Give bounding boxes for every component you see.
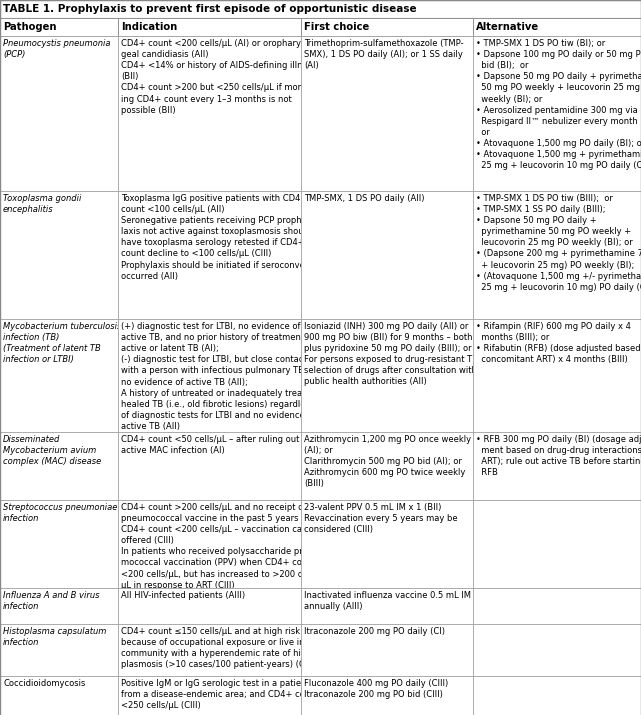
Bar xyxy=(473,432,641,500)
Bar xyxy=(0,0,641,18)
Bar xyxy=(473,624,641,676)
Text: Pneumocystis pneumonia
(PCP): Pneumocystis pneumonia (PCP) xyxy=(3,39,110,59)
Text: Streptococcus pneumoniae
infection: Streptococcus pneumoniae infection xyxy=(3,503,117,523)
Bar xyxy=(0,319,118,432)
Bar xyxy=(0,624,118,676)
Text: Mycobacterium tuberculosis
infection (TB)
(Treatment of latent TB
infection or L: Mycobacterium tuberculosis infection (TB… xyxy=(3,322,121,365)
Text: Trimethoprim-sulfamethoxazole (TMP-
SMX), 1 DS PO daily (AI); or 1 SS daily
(AI): Trimethoprim-sulfamethoxazole (TMP- SMX)… xyxy=(304,39,463,70)
Bar xyxy=(0,432,118,500)
Bar xyxy=(473,676,641,715)
Text: (+) diagnostic test for LTBI, no evidence of
active TB, and no prior history of : (+) diagnostic test for LTBI, no evidenc… xyxy=(121,322,322,431)
Bar xyxy=(301,191,473,319)
Text: Pathogen: Pathogen xyxy=(3,22,56,32)
Text: Alternative: Alternative xyxy=(476,22,539,32)
Bar xyxy=(473,18,641,36)
Text: 23-valent PPV 0.5 mL IM x 1 (BII)
Revaccination every 5 years may be
considered : 23-valent PPV 0.5 mL IM x 1 (BII) Revacc… xyxy=(304,503,458,534)
Text: CD4+ count ≤150 cells/μL and at high risk
because of occupational exposure or li: CD4+ count ≤150 cells/μL and at high ris… xyxy=(121,627,317,669)
Text: Histoplasma capsulatum
infection: Histoplasma capsulatum infection xyxy=(3,627,106,647)
Text: Itraconazole 200 mg PO daily (CI): Itraconazole 200 mg PO daily (CI) xyxy=(304,627,445,636)
Bar xyxy=(118,18,301,36)
Text: • Rifampin (RIF) 600 mg PO daily x 4
  months (BIII); or
• Rifabutin (RFB) (dose: • Rifampin (RIF) 600 mg PO daily x 4 mon… xyxy=(476,322,641,365)
Text: Disseminated
Mycobacterium avium
complex (MAC) disease: Disseminated Mycobacterium avium complex… xyxy=(3,435,101,466)
Text: CD4+ count <50 cells/μL – after ruling out
active MAC infection (AI): CD4+ count <50 cells/μL – after ruling o… xyxy=(121,435,299,455)
Text: First choice: First choice xyxy=(304,22,369,32)
Bar xyxy=(0,588,118,624)
Bar xyxy=(118,319,301,432)
Bar xyxy=(118,624,301,676)
Text: • TMP-SMX 1 DS PO tiw (BI); or
• Dapsone 100 mg PO daily or 50 mg PO
  bid (BI);: • TMP-SMX 1 DS PO tiw (BI); or • Dapsone… xyxy=(476,39,641,170)
Text: Fluconazole 400 mg PO daily (CIII)
Itraconazole 200 mg PO bid (CIII): Fluconazole 400 mg PO daily (CIII) Itrac… xyxy=(304,679,448,699)
Bar xyxy=(118,676,301,715)
Bar xyxy=(118,500,301,588)
Bar xyxy=(473,588,641,624)
Text: Coccidioidomycosis: Coccidioidomycosis xyxy=(3,679,85,688)
Text: Isoniazid (INH) 300 mg PO daily (AII) or
900 mg PO biw (BII) for 9 months – both: Isoniazid (INH) 300 mg PO daily (AII) or… xyxy=(304,322,481,387)
Text: Toxoplasma gondii
encephalitis: Toxoplasma gondii encephalitis xyxy=(3,194,81,214)
Bar xyxy=(118,36,301,191)
Text: • TMP-SMX 1 DS PO tiw (BIII);  or
• TMP-SMX 1 SS PO daily (BIII);
• Dapsone 50 m: • TMP-SMX 1 DS PO tiw (BIII); or • TMP-S… xyxy=(476,194,641,292)
Bar xyxy=(301,36,473,191)
Text: CD4+ count <200 cells/μL (AI) or oropharyn-
geal candidiasis (AII)
CD4+ <14% or : CD4+ count <200 cells/μL (AI) or orophar… xyxy=(121,39,320,114)
Text: Inactivated influenza vaccine 0.5 mL IM
annually (AIII): Inactivated influenza vaccine 0.5 mL IM … xyxy=(304,591,471,611)
Text: Influenza A and B virus
infection: Influenza A and B virus infection xyxy=(3,591,99,611)
Text: Indication: Indication xyxy=(121,22,178,32)
Bar xyxy=(301,432,473,500)
Bar xyxy=(118,432,301,500)
Bar xyxy=(0,500,118,588)
Bar xyxy=(0,191,118,319)
Bar xyxy=(301,588,473,624)
Text: All HIV-infected patients (AIII): All HIV-infected patients (AIII) xyxy=(121,591,245,600)
Bar xyxy=(301,500,473,588)
Bar xyxy=(0,18,118,36)
Text: • RFB 300 mg PO daily (BI) (dosage adjust-
  ment based on drug-drug interaction: • RFB 300 mg PO daily (BI) (dosage adjus… xyxy=(476,435,641,478)
Bar xyxy=(118,191,301,319)
Bar xyxy=(301,319,473,432)
Text: TABLE 1. Prophylaxis to prevent first episode of opportunistic disease: TABLE 1. Prophylaxis to prevent first ep… xyxy=(3,4,417,14)
Text: Toxoplasma IgG positive patients with CD4+
count <100 cells/μL (AII)
Seronegativ: Toxoplasma IgG positive patients with CD… xyxy=(121,194,326,281)
Text: CD4+ count >200 cells/μL and no receipt of
pneumococcal vaccine in the past 5 ye: CD4+ count >200 cells/μL and no receipt … xyxy=(121,503,320,590)
Bar xyxy=(0,676,118,715)
Text: TMP-SMX, 1 DS PO daily (AII): TMP-SMX, 1 DS PO daily (AII) xyxy=(304,194,424,203)
Bar xyxy=(473,191,641,319)
Bar xyxy=(473,36,641,191)
Text: Azithromycin 1,200 mg PO once weekly
(AI); or
Clarithromycin 500 mg PO bid (AI);: Azithromycin 1,200 mg PO once weekly (AI… xyxy=(304,435,471,488)
Bar xyxy=(0,36,118,191)
Bar xyxy=(301,676,473,715)
Bar xyxy=(301,624,473,676)
Bar xyxy=(118,588,301,624)
Bar xyxy=(473,500,641,588)
Text: Positive IgM or IgG serologic test in a patient
from a disease-endemic area; and: Positive IgM or IgG serologic test in a … xyxy=(121,679,319,710)
Bar xyxy=(473,319,641,432)
Bar xyxy=(301,18,473,36)
